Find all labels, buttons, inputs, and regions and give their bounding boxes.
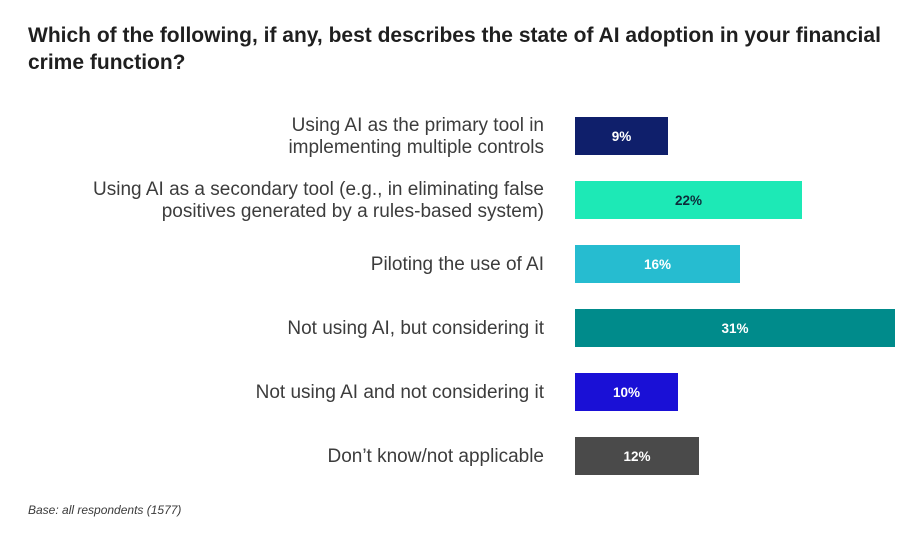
category-label-1: Using AI as the primary tool in implement… bbox=[288, 115, 544, 158]
bar-value-label-6: 12% bbox=[623, 449, 650, 464]
category-label-5: Not using AI and not considering it bbox=[256, 382, 545, 403]
category-label-line: Not using AI, but considering it bbox=[287, 318, 544, 339]
category-label-line: Using AI as a secondary tool (e.g., in e… bbox=[93, 179, 544, 200]
bar-3 bbox=[575, 245, 740, 283]
bar-5 bbox=[575, 373, 678, 411]
category-label-line: Not using AI and not considering it bbox=[256, 382, 545, 403]
bar-4 bbox=[575, 309, 895, 347]
bar-1 bbox=[575, 117, 668, 155]
bar-value-label-2: 22% bbox=[675, 193, 702, 208]
bar-2 bbox=[575, 181, 802, 219]
base-footnote: Base: all respondents (1577) bbox=[28, 503, 182, 517]
category-label-6: Don’t know/not applicable bbox=[327, 446, 544, 467]
category-label-line: Piloting the use of AI bbox=[371, 254, 544, 275]
category-label-4: Not using AI, but considering it bbox=[287, 318, 544, 339]
bar-value-label-1: 9% bbox=[612, 129, 632, 144]
category-label-line: implementing multiple controls bbox=[288, 137, 544, 158]
category-label-line: positives generated by a rules-based sys… bbox=[162, 201, 544, 222]
category-label-2: Using AI as a secondary tool (e.g., in e… bbox=[93, 179, 544, 222]
category-label-line: Don’t know/not applicable bbox=[327, 446, 544, 467]
bar-value-label-5: 10% bbox=[613, 385, 640, 400]
category-label-3: Piloting the use of AI bbox=[371, 254, 544, 275]
bar-value-label-4: 31% bbox=[721, 321, 748, 336]
category-label-line: Using AI as the primary tool in bbox=[292, 115, 544, 136]
bar-6 bbox=[575, 437, 699, 475]
chart-title: Which of the following, if any, best des… bbox=[28, 24, 881, 74]
bar-value-label-3: 16% bbox=[644, 257, 671, 272]
